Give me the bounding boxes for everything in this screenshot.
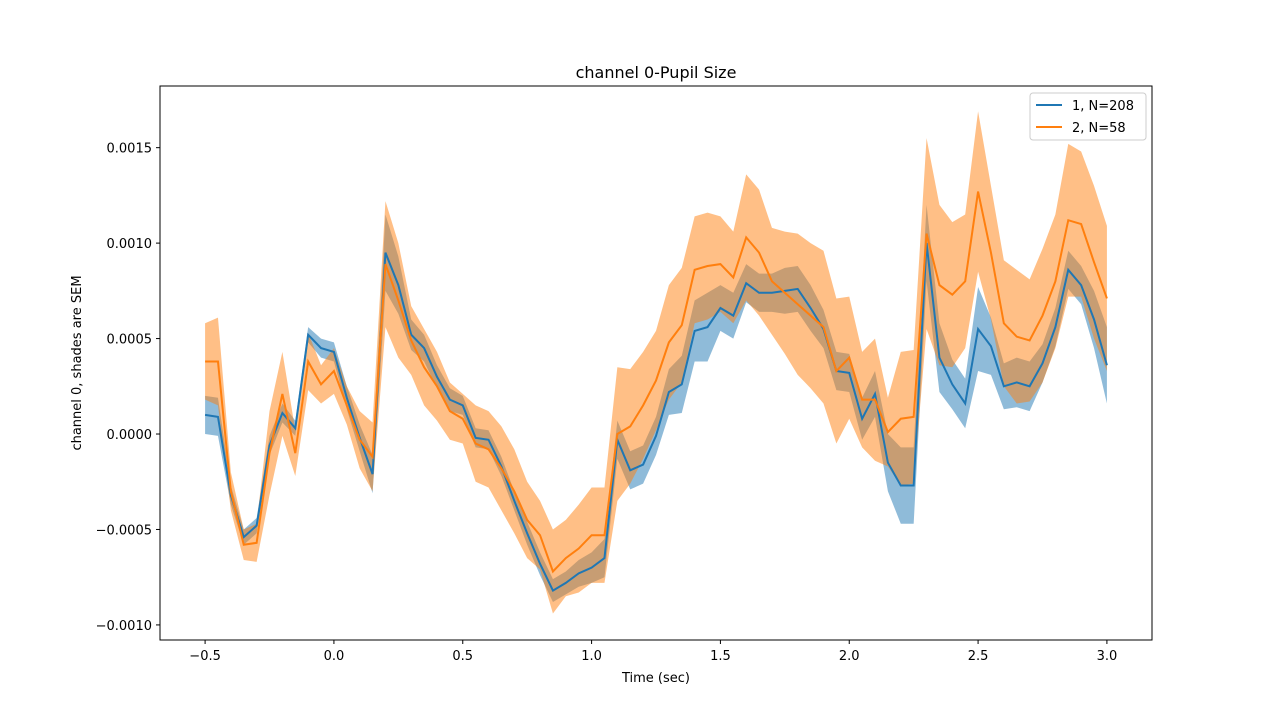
x-tick-label: 1.0	[581, 649, 602, 664]
x-tick-label: 0.0	[324, 649, 345, 664]
x-tick-label: 1.5	[710, 649, 731, 664]
y-tick-label: 0.0005	[107, 333, 153, 348]
chart-title: channel 0-Pupil Size	[576, 63, 737, 82]
x-tick-label: 2.0	[839, 649, 860, 664]
y-tick-label: −0.0005	[96, 523, 152, 538]
x-axis-label: Time (sec)	[621, 671, 690, 686]
y-axis-label: channel 0, shades are SEM	[70, 275, 85, 450]
x-tick-label: 3.0	[1097, 649, 1118, 664]
y-tick-label: −0.0010	[96, 619, 152, 634]
y-tick-label: 0.0010	[107, 237, 153, 252]
y-tick-label: 0.0000	[107, 428, 153, 443]
plot-frame	[159, 85, 1153, 641]
series-line	[205, 191, 1108, 574]
legend-label: 2, N=58	[1072, 121, 1126, 136]
series-line	[204, 243, 1108, 592]
legend-label: 1, N=208	[1072, 99, 1134, 114]
x-tick-label: 2.5	[968, 649, 989, 664]
sem-band	[205, 111, 1107, 614]
x-tick-label: 0.5	[452, 649, 473, 664]
x-tick-label: −0.5	[189, 649, 221, 664]
y-tick-label: 0.0015	[107, 142, 153, 157]
